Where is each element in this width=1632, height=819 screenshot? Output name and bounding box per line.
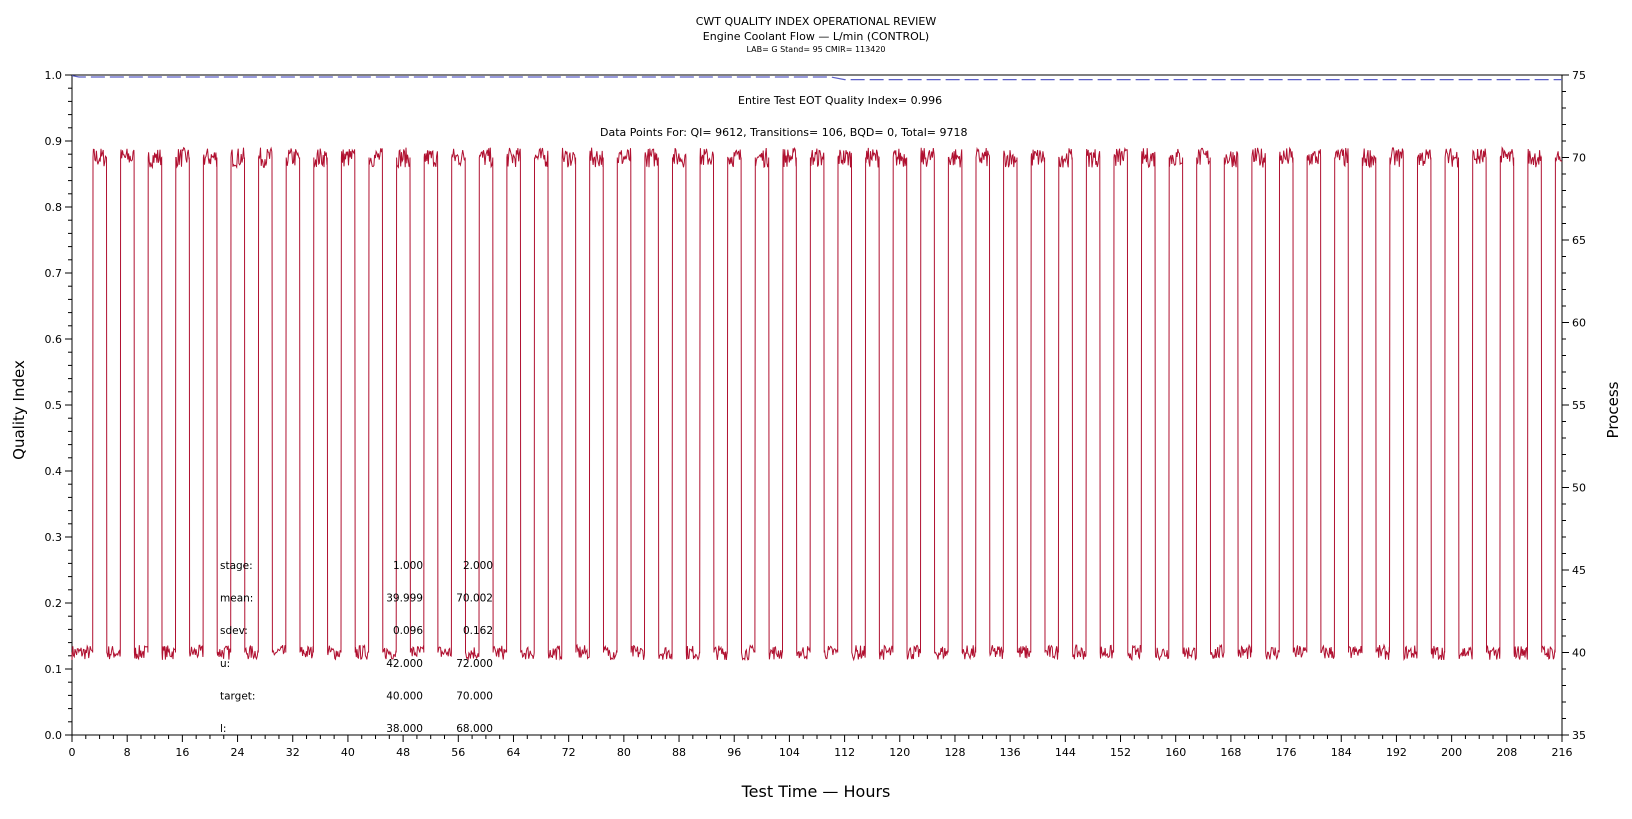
- stats-value-stage1: 42.000: [386, 658, 423, 670]
- x-axis-label: Test Time — Hours: [741, 782, 891, 801]
- stats-value-stage2: 70.000: [456, 690, 493, 702]
- y-right-axis-ticks: 35 40 45 50 55 60 65 70 75: [1562, 69, 1586, 742]
- process-series-line: [71, 146, 1563, 662]
- stats-label: target:: [220, 690, 255, 702]
- x-tick-label: 216: [1552, 746, 1573, 759]
- x-tick-label: 208: [1496, 746, 1517, 759]
- y-right-tick-label: 75: [1572, 69, 1586, 82]
- x-tick-label: 0: [69, 746, 76, 759]
- x-tick-label: 160: [1165, 746, 1186, 759]
- stats-label: stage:: [220, 560, 253, 572]
- y-right-tick-label: 55: [1572, 399, 1586, 412]
- stats-value-stage2: 72.000: [456, 658, 493, 670]
- x-tick-label: 24: [231, 746, 245, 759]
- chart-lab-line: LAB= G Stand= 95 CMIR= 113420: [746, 45, 885, 54]
- x-tick-label: 200: [1441, 746, 1462, 759]
- stats-value-stage2: 68.000: [456, 723, 493, 735]
- x-tick-label: 144: [1055, 746, 1076, 759]
- stats-value-stage1: 1.000: [393, 560, 423, 572]
- stats-value-stage2: 0.162: [463, 625, 493, 637]
- series-layer: [71, 75, 1563, 662]
- x-tick-label: 8: [124, 746, 131, 759]
- x-tick-label: 104: [779, 746, 800, 759]
- x-tick-label: 72: [562, 746, 576, 759]
- y-left-tick-label: 0.3: [45, 531, 63, 544]
- stats-label: sdev:: [220, 625, 248, 637]
- y-left-tick-label: 0.4: [45, 465, 63, 478]
- y-right-tick-label: 65: [1572, 234, 1586, 247]
- chart-subtitle: Engine Coolant Flow — L/min (CONTROL): [703, 30, 929, 43]
- x-tick-label: 48: [396, 746, 410, 759]
- stats-value-stage1: 39.999: [386, 593, 423, 605]
- y-left-tick-label: 1.0: [45, 69, 63, 82]
- x-tick-label: 136: [1000, 746, 1021, 759]
- x-tick-label: 184: [1331, 746, 1352, 759]
- stats-label: mean:: [220, 593, 253, 605]
- y-left-tick-label: 0.8: [45, 201, 63, 214]
- x-tick-label: 32: [286, 746, 300, 759]
- stats-value-stage1: 38.000: [386, 723, 423, 735]
- y-right-tick-label: 35: [1572, 729, 1586, 742]
- y-left-tick-label: 0.0: [45, 729, 63, 742]
- chart-title: CWT QUALITY INDEX OPERATIONAL REVIEW: [696, 15, 937, 28]
- y-left-tick-label: 0.7: [45, 267, 63, 280]
- y-right-tick-label: 45: [1572, 564, 1586, 577]
- y-left-tick-label: 0.2: [45, 597, 63, 610]
- y-left-tick-label: 0.6: [45, 333, 63, 346]
- stats-label: l:: [220, 723, 226, 735]
- x-tick-label: 88: [672, 746, 686, 759]
- x-tick-label: 152: [1110, 746, 1131, 759]
- y-right-tick-label: 50: [1572, 482, 1586, 495]
- stats-value-stage1: 40.000: [386, 690, 423, 702]
- x-tick-label: 56: [451, 746, 465, 759]
- x-tick-label: 80: [617, 746, 631, 759]
- y-right-tick-label: 60: [1572, 317, 1586, 330]
- stats-table: stage: 1.000 2.000 mean: 39.999 70.002 sdev: 0.…: [220, 560, 493, 735]
- x-axis-ticks: 0 8 16 24 32 40 48 56 64 72 80 88 96 104 112 120 128 136 1…: [69, 735, 1573, 759]
- x-tick-label: 176: [1276, 746, 1297, 759]
- y-right-tick-label: 40: [1572, 647, 1586, 660]
- y-left-tick-label: 0.9: [45, 135, 63, 148]
- x-tick-label: 16: [175, 746, 189, 759]
- y-left-tick-label: 0.5: [45, 399, 63, 412]
- y-right-tick-label: 70: [1572, 152, 1586, 165]
- plot-frame: [71, 74, 1563, 736]
- stats-value-stage2: 70.002: [456, 593, 493, 605]
- data-points-annotation: Data Points For: QI= 9612, Transitions= …: [600, 126, 968, 139]
- x-tick-label: 168: [1220, 746, 1241, 759]
- quality-index-series-line: [71, 75, 1562, 81]
- x-tick-label: 64: [506, 746, 520, 759]
- quality-index-annotation: Entire Test EOT Quality Index= 0.996: [738, 94, 942, 107]
- y-left-axis-ticks: 0.0 0.1 0.2 0.3 0.4 0.5 0.6 0.7 0.8 0.9 1.0: [45, 69, 72, 742]
- x-tick-label: 40: [341, 746, 355, 759]
- stats-value-stage1: 0.096: [393, 625, 423, 637]
- x-tick-label: 192: [1386, 746, 1407, 759]
- stats-value-stage2: 2.000: [463, 560, 493, 572]
- stats-label: u:: [220, 658, 230, 670]
- y-left-tick-label: 0.1: [45, 663, 63, 676]
- y-left-axis-label: Quality Index: [10, 360, 28, 460]
- x-tick-label: 112: [834, 746, 855, 759]
- x-tick-label: 96: [727, 746, 741, 759]
- x-tick-label: 128: [944, 746, 965, 759]
- y-right-axis-label: Process: [1604, 381, 1622, 438]
- x-tick-label: 120: [889, 746, 910, 759]
